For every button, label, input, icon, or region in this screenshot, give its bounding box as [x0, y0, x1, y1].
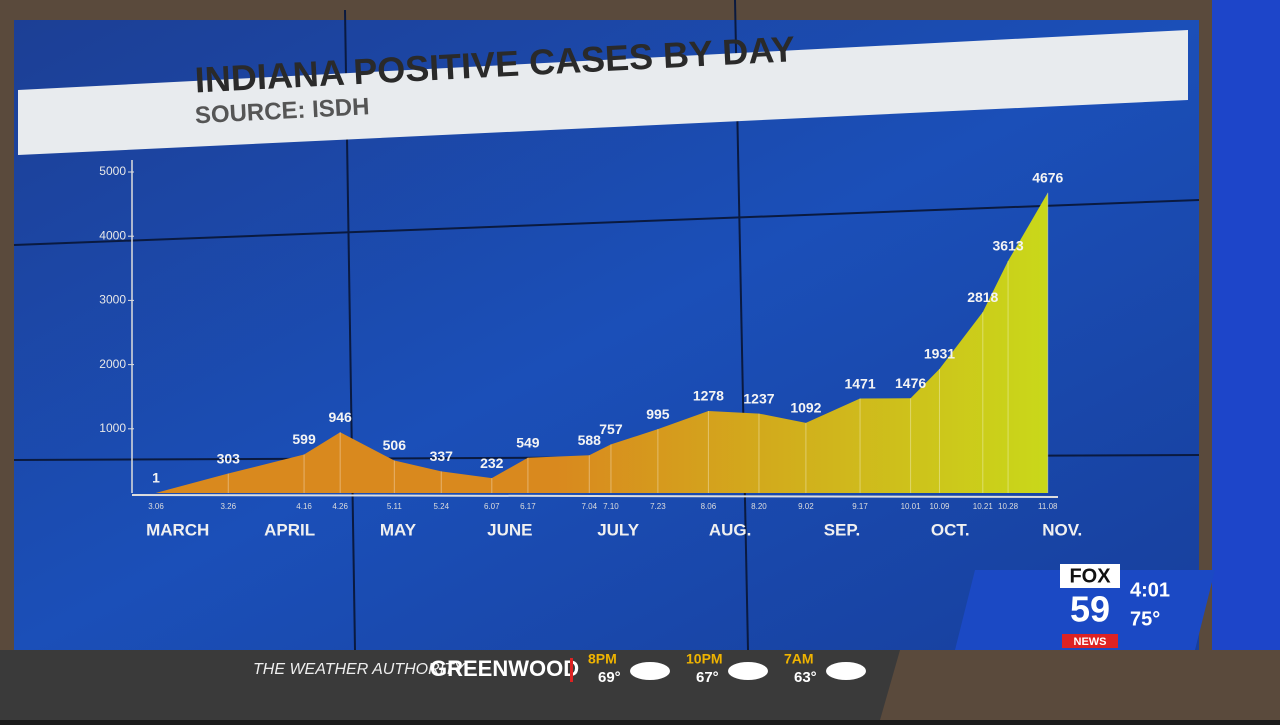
data-label: 1931	[924, 346, 955, 362]
data-label: 4676	[1032, 170, 1063, 186]
divider	[570, 658, 573, 682]
ticker-brand: THE WEATHER AUTHORITY	[253, 661, 466, 678]
data-label: 232	[480, 455, 504, 471]
x-tick-label: 3.06	[148, 502, 164, 511]
data-label: 337	[430, 448, 454, 464]
y-tick-label: 3000	[99, 293, 126, 307]
ticker: THE WEATHER AUTHORITY GREENWOOD FOX 59 N…	[0, 564, 1215, 720]
forecast-temp: 67°	[696, 669, 719, 686]
current-temp: 75°	[1130, 608, 1160, 630]
logo-top: FOX	[1069, 565, 1111, 587]
forecast-time: 7AM	[784, 651, 814, 667]
x-tick-label: 3.26	[220, 502, 236, 511]
x-tick-label: 7.10	[603, 502, 619, 511]
data-label: 303	[217, 450, 241, 466]
x-tick-label: 4.16	[296, 502, 312, 511]
data-label: 2818	[967, 289, 998, 305]
month-label: AUG.	[709, 520, 752, 539]
forecast-time: 10PM	[686, 651, 723, 667]
area	[156, 192, 1048, 494]
data-label: 946	[328, 409, 352, 425]
month-label: MAY	[380, 520, 417, 539]
logo-box	[1060, 564, 1120, 588]
data-label: 1476	[895, 375, 926, 391]
x-tick-label: 9.02	[798, 502, 814, 511]
x-tick-label: 5.24	[433, 502, 449, 511]
x-tick-label: 10.01	[901, 502, 922, 511]
ticker-bar	[0, 650, 900, 720]
x-tick-label: 7.23	[650, 502, 666, 511]
data-label: 599	[292, 431, 316, 447]
x-tick-label: 9.17	[852, 502, 868, 511]
clock: 4:01	[1130, 579, 1170, 601]
data-label: 1237	[743, 390, 774, 406]
x-tick-label: 7.04	[581, 502, 597, 511]
month-label: MARCH	[146, 520, 209, 539]
month-label: OCT.	[931, 520, 970, 539]
side-screen	[1212, 0, 1280, 650]
x-tick-label: 8.06	[701, 502, 717, 511]
data-label: 1092	[790, 400, 821, 416]
logo-number: 59	[1070, 589, 1110, 630]
data-label: 1471	[844, 375, 875, 391]
x-axis	[131, 494, 1059, 498]
x-tick-label: 10.09	[929, 502, 950, 511]
weather-icon	[826, 662, 866, 680]
data-label: 757	[599, 421, 623, 437]
data-label: 549	[516, 434, 540, 450]
forecast-temp: 69°	[598, 669, 621, 686]
x-tick-label: 4.26	[332, 502, 348, 511]
x-tick-label: 6.17	[520, 502, 536, 511]
data-label: 1	[152, 470, 160, 486]
y-tick-label: 1000	[99, 421, 126, 435]
forecast-time: 8PM	[588, 651, 617, 667]
data-label: 588	[578, 432, 602, 448]
x-tick-label: 10.28	[998, 502, 1019, 511]
x-tick-label: 6.07	[484, 502, 500, 511]
month-label: JUNE	[487, 520, 532, 539]
x-tick-label: 10.21	[973, 502, 994, 511]
data-label: 506	[383, 437, 407, 453]
weather-icon	[630, 662, 670, 680]
title-banner	[18, 30, 1188, 155]
y-tick-label: 4000	[99, 228, 126, 242]
month-label: JULY	[597, 520, 640, 539]
x-tick-label: 11.08	[1038, 502, 1058, 511]
data-label: 995	[646, 406, 670, 422]
data-label: 3613	[992, 238, 1023, 254]
forecast-temp: 63°	[794, 669, 817, 686]
logo-strip	[1062, 634, 1118, 648]
y-tick-label: 5000	[99, 164, 126, 178]
month-label: APRIL	[264, 520, 315, 539]
logo-panel	[955, 570, 1215, 650]
bezel	[13, 199, 1200, 246]
logo-bottom: NEWS	[1074, 636, 1107, 648]
weather-icon	[728, 662, 768, 680]
ticker-location: GREENWOOD	[430, 656, 579, 681]
x-tick-label: 5.11	[387, 502, 403, 511]
x-tick-label: 8.20	[751, 502, 767, 511]
y-tick-label: 2000	[99, 357, 126, 371]
data-label: 1278	[693, 388, 724, 404]
month-label: SEP.	[824, 520, 861, 539]
month-label: NOV.	[1042, 520, 1082, 539]
